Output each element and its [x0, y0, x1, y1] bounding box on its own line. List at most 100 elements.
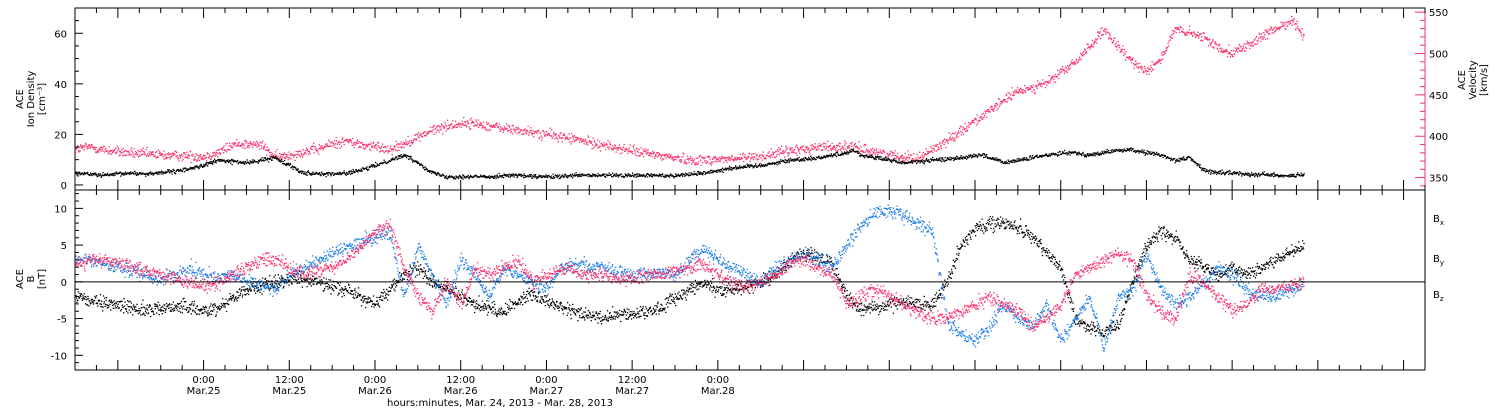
density-series-point	[1087, 154, 1089, 156]
velocity-series-point	[547, 134, 549, 136]
density-series-point	[1210, 172, 1212, 174]
velocity-series-point	[1041, 85, 1043, 88]
velocity-series-point	[395, 140, 397, 143]
velocity-series-point	[1120, 48, 1122, 51]
velocity-series-point	[712, 158, 714, 160]
bx-series-point	[86, 298, 88, 300]
velocity-series-point	[529, 130, 531, 132]
density-series-point	[532, 177, 534, 179]
velocity-series-point	[564, 135, 566, 137]
velocity-series-point	[498, 123, 500, 125]
velocity-series-point	[263, 148, 265, 150]
density-series-point	[801, 160, 803, 162]
density-series-point	[1193, 161, 1195, 163]
density-series-point	[1066, 154, 1068, 156]
density-series-point	[1010, 160, 1012, 162]
density-series-point	[269, 158, 271, 160]
density-series-point	[83, 172, 85, 174]
density-series-point	[278, 159, 280, 161]
velocity-series-point	[1085, 51, 1087, 53]
velocity-series-point	[271, 154, 273, 156]
velocity-series-point	[813, 145, 815, 147]
density-series-point	[1082, 151, 1084, 154]
velocity-series-point	[383, 146, 385, 148]
velocity-series-point	[976, 114, 978, 116]
velocity-series-point	[531, 132, 533, 134]
density-series-point	[984, 154, 986, 156]
density-series-point	[78, 172, 80, 175]
density-series-point	[965, 157, 967, 159]
density-series-point	[625, 174, 627, 176]
velocity-series-point	[1050, 79, 1052, 81]
velocity-series-point	[326, 144, 328, 146]
velocity-series-point	[1061, 71, 1063, 73]
density-series-point	[587, 175, 589, 178]
velocity-series-point	[877, 154, 879, 156]
density-series-point	[896, 160, 898, 162]
density-series-point	[1101, 150, 1103, 152]
density-series-point	[1048, 155, 1050, 157]
velocity-series-point	[77, 145, 79, 147]
velocity-series-point	[448, 127, 450, 130]
density-series-point	[1176, 158, 1178, 161]
velocity-series-point	[987, 111, 989, 113]
density-series-point	[941, 158, 943, 160]
density-series-point	[721, 170, 723, 172]
density-series-point	[669, 174, 671, 176]
density-series-point	[1030, 158, 1032, 160]
density-series-point	[660, 176, 662, 178]
density-series-point	[823, 156, 825, 158]
density-series-point	[385, 161, 387, 163]
velocity-series-point	[845, 142, 847, 144]
density-series-point	[500, 175, 502, 178]
velocity-series-point	[437, 125, 439, 127]
density-series-point	[207, 165, 209, 167]
density-series-point	[758, 164, 760, 166]
velocity-series-point	[835, 149, 837, 151]
velocity-series-point	[1172, 29, 1174, 32]
velocity-series-point	[591, 141, 593, 143]
density-series-point	[1070, 151, 1072, 153]
velocity-series-point	[677, 155, 679, 157]
velocity-series-point	[317, 148, 319, 150]
density-series-point	[687, 174, 689, 176]
velocity-series-point	[366, 144, 368, 146]
density-series-point	[225, 162, 227, 164]
velocity-series-point	[991, 108, 993, 111]
velocity-series-point	[651, 155, 653, 158]
density-series-point	[130, 173, 132, 175]
velocity-series-point	[298, 150, 300, 152]
density-series-point	[171, 173, 173, 175]
velocity-series-point	[731, 154, 733, 157]
velocity-series-point	[100, 146, 102, 149]
velocity-series-point	[372, 142, 374, 144]
density-series-point	[160, 173, 162, 175]
velocity-series-point	[650, 152, 652, 154]
velocity-series-point	[401, 147, 403, 149]
velocity-series-point	[639, 155, 641, 157]
velocity-series-point	[1296, 20, 1298, 23]
velocity-series-point	[404, 143, 406, 145]
velocity-series-point	[783, 150, 785, 152]
velocity-series-point	[124, 149, 126, 151]
density-series-point	[1001, 160, 1003, 163]
density-series-point	[1126, 149, 1128, 152]
density-series-point	[852, 148, 854, 150]
density-series-point	[880, 156, 882, 158]
density-series-point	[1128, 149, 1130, 151]
velocity-series-point	[161, 154, 163, 156]
velocity-series-point	[648, 152, 650, 154]
density-series-point	[1219, 172, 1221, 174]
density-series-point	[1129, 150, 1131, 152]
density-series-point	[885, 157, 887, 159]
velocity-series-point	[445, 130, 447, 132]
velocity-series-point	[962, 126, 964, 128]
velocity-series-point	[453, 126, 455, 129]
density-series-point	[132, 172, 134, 174]
density-series-point	[840, 154, 842, 156]
velocity-series-point	[336, 140, 338, 142]
velocity-series-point	[1139, 62, 1141, 65]
density-series-point	[813, 157, 815, 159]
velocity-series-point	[1070, 61, 1072, 63]
velocity-series-point	[625, 150, 627, 152]
